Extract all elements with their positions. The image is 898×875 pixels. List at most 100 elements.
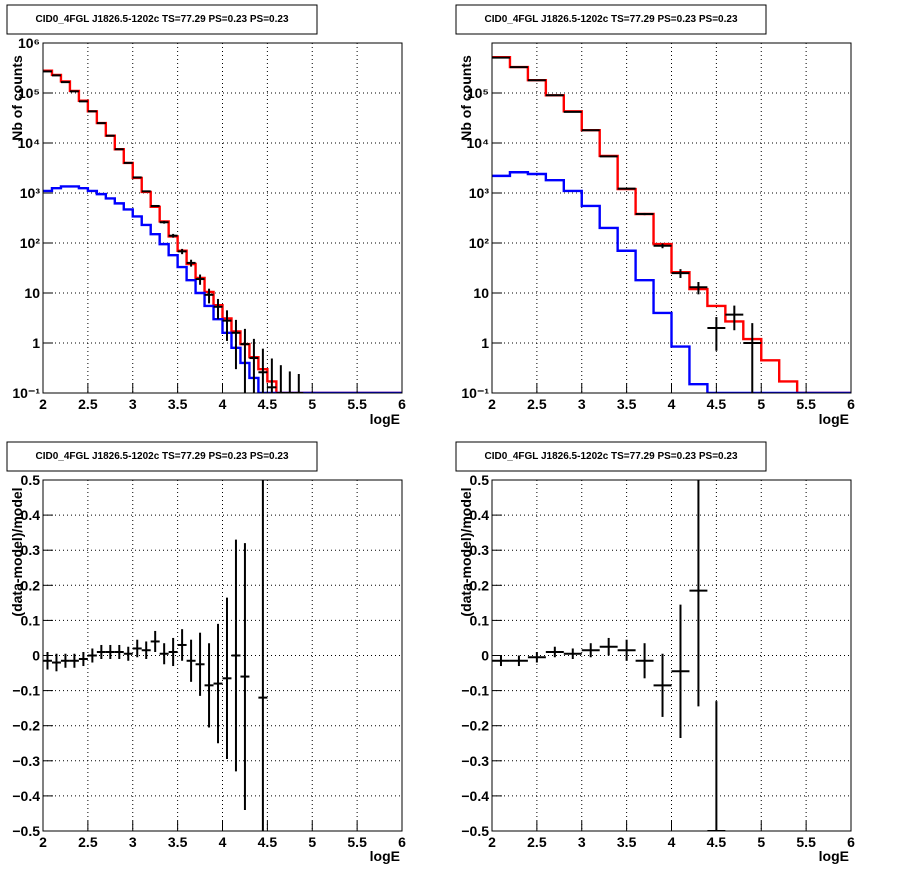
x-tick-label: 4 xyxy=(219,396,227,412)
data-point xyxy=(635,643,654,679)
data-point xyxy=(204,643,214,728)
data-point xyxy=(186,639,196,682)
y-tick-label: 0.4 xyxy=(21,507,41,523)
x-tick-label: 3.5 xyxy=(168,396,188,412)
data-point xyxy=(132,176,142,179)
y-tick-label: 10 xyxy=(24,285,40,301)
data-point xyxy=(222,597,232,760)
data-point xyxy=(43,651,52,670)
y-tick-label: 10⁶ xyxy=(18,35,40,51)
y-tick-label: −0.4 xyxy=(461,788,489,804)
y-tick-label: −0.2 xyxy=(461,718,489,734)
data-point xyxy=(168,637,178,667)
panel-bottom-left: CID0_4FGL J1826.5-1202c TS=77.29 PS=0.23… xyxy=(6,441,406,864)
x-axis-label: logE xyxy=(819,411,849,427)
y-tick-label: −0.1 xyxy=(461,683,489,699)
y-tick-label: 0 xyxy=(481,648,489,664)
x-axis-label: logE xyxy=(819,848,849,864)
chart-title: CID0_4FGL J1826.5-1202c TS=77.29 PS=0.23… xyxy=(35,451,288,462)
data-point xyxy=(96,644,106,660)
x-tick-label: 6 xyxy=(847,396,855,412)
x-tick-label: 2.5 xyxy=(78,834,98,850)
y-tick-label: 10 xyxy=(473,285,489,301)
x-tick-label: 3.5 xyxy=(617,396,637,412)
series-group xyxy=(43,69,402,393)
panel-top-left: CID0_4FGL J1826.5-1202c TS=77.29 PS=0.23… xyxy=(6,4,406,427)
x-tick-label: 2 xyxy=(488,396,496,412)
y-tick-label: 10⁻¹ xyxy=(12,385,40,401)
data-point xyxy=(689,480,708,707)
data-point xyxy=(159,220,169,224)
data-point xyxy=(114,148,124,151)
x-tick-label: 3 xyxy=(578,396,586,412)
y-tick-label: −0.3 xyxy=(461,753,489,769)
x-tick-label: 5.5 xyxy=(347,396,367,412)
x-tick-label: 5 xyxy=(757,834,765,850)
x-tick-label: 4.5 xyxy=(707,396,727,412)
data-point xyxy=(69,653,79,668)
data-point xyxy=(285,371,295,393)
data-point xyxy=(204,288,214,304)
y-axis-label: (data-model)/model xyxy=(458,487,474,616)
y-axis-label: Nb of counts xyxy=(458,55,474,141)
x-tick-label: 2 xyxy=(39,834,47,850)
y-tick-label: 10² xyxy=(469,235,490,251)
y-tick-label: 10⁴ xyxy=(467,135,490,151)
data-point xyxy=(707,317,726,351)
x-tick-label: 6 xyxy=(398,396,406,412)
data-point xyxy=(87,648,97,663)
y-tick-label: 1 xyxy=(481,335,489,351)
data-point xyxy=(150,204,160,207)
data-point xyxy=(743,323,762,393)
series-step-blue xyxy=(492,171,851,393)
data-point xyxy=(105,644,115,660)
data-point xyxy=(114,644,124,660)
title-box xyxy=(6,441,318,472)
data-point xyxy=(653,653,672,717)
x-tick-label: 5.5 xyxy=(347,834,367,850)
data-point xyxy=(213,623,223,744)
x-tick-label: 2.5 xyxy=(78,396,98,412)
data-point xyxy=(123,646,133,661)
x-axis-label: logE xyxy=(370,411,400,427)
y-tick-label: −0.4 xyxy=(12,788,40,804)
data-point xyxy=(258,348,268,393)
y-tick-label: 10² xyxy=(20,235,41,251)
data-point xyxy=(599,155,618,158)
y-tick-label: 10⁴ xyxy=(18,135,41,151)
plot-area: 2 2.5 3 3.5 4 4.5 5 5.5 6 10⁻¹ 1 10 10² 10³ 10⁴ 10⁵ xyxy=(461,42,855,412)
data-point xyxy=(159,643,169,665)
data-point xyxy=(240,543,250,810)
y-tick-label: 0.5 xyxy=(21,472,41,488)
y-tick-label: 0.2 xyxy=(470,577,490,593)
x-tick-label: 5 xyxy=(308,834,316,850)
x-tick-label: 4.5 xyxy=(707,834,727,850)
data-point xyxy=(294,373,304,393)
data-point xyxy=(132,639,142,658)
data-point xyxy=(545,646,564,658)
x-tick-label: 3.5 xyxy=(617,834,637,850)
data-point xyxy=(276,365,286,393)
y-axis-label: (data-model)/model xyxy=(9,487,25,616)
x-tick-label: 5 xyxy=(757,396,765,412)
data-point xyxy=(123,161,133,164)
y-tick-label: 0.2 xyxy=(21,577,41,593)
y-tick-label: −0.3 xyxy=(12,753,40,769)
y-tick-label: −0.5 xyxy=(461,823,489,839)
x-tick-label: 3 xyxy=(129,396,137,412)
data-point xyxy=(177,248,187,255)
data-point xyxy=(267,358,277,393)
data-point xyxy=(617,639,636,661)
y-tick-label: 0.3 xyxy=(21,542,41,558)
data-point xyxy=(78,651,88,667)
x-tick-label: 2 xyxy=(39,396,47,412)
y-tick-label: 0.3 xyxy=(470,542,490,558)
y-tick-label: 0.1 xyxy=(470,612,490,628)
y-tick-label: −0.1 xyxy=(12,683,40,699)
data-point xyxy=(617,187,636,190)
y-tick-label: 0.1 xyxy=(21,612,41,628)
data-point xyxy=(150,630,160,652)
series-group xyxy=(43,480,268,831)
plot-area: 2 2.5 3 3.5 4 4.5 5 5.5 6 10⁻¹ 1 10 10² 10³ 10⁴ 10⁵ 10⁶ xyxy=(12,35,406,412)
